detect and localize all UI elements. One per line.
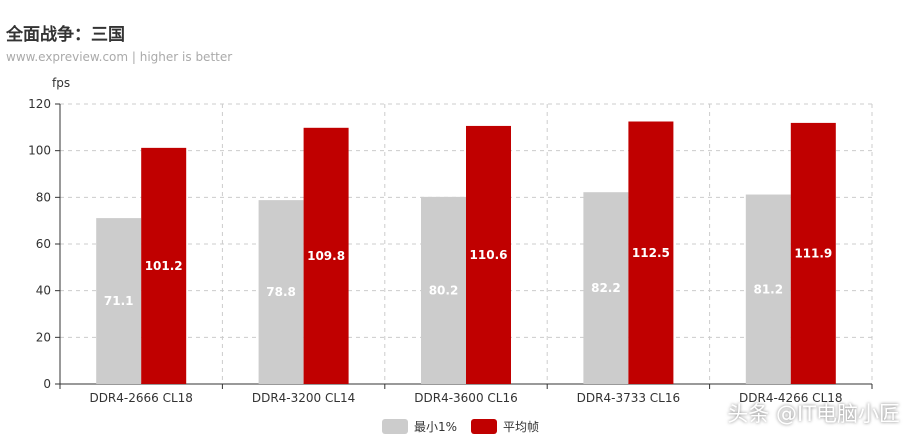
bar-min bbox=[421, 196, 466, 384]
data-label: 80.2 bbox=[429, 283, 459, 297]
legend-label-min: 最小1% bbox=[414, 420, 458, 434]
legend-swatch-min bbox=[382, 419, 408, 434]
data-label: 111.9 bbox=[794, 246, 832, 260]
x-tick-label: DDR4-3733 CL16 bbox=[577, 391, 680, 405]
bar-avg bbox=[303, 127, 349, 385]
bar-avg bbox=[466, 125, 511, 384]
data-label: 82.2 bbox=[591, 281, 621, 295]
data-label: 101.2 bbox=[145, 259, 183, 273]
watermark-text: 头条 @IT电脑小匠 bbox=[727, 402, 900, 426]
bar-avg bbox=[628, 121, 674, 384]
data-label: 112.5 bbox=[632, 246, 670, 260]
data-label: 109.8 bbox=[307, 249, 345, 263]
legend-swatch-avg bbox=[471, 419, 498, 434]
bar-min bbox=[258, 200, 304, 384]
bar-min bbox=[745, 194, 791, 384]
y-tick-label: 0 bbox=[43, 377, 51, 391]
y-tick-label: 120 bbox=[28, 97, 51, 111]
y-axis-label: fps bbox=[52, 76, 70, 90]
chart-subtitle: www.expreview.com | higher is better bbox=[6, 50, 233, 64]
legend-label-avg: 平均帧 bbox=[503, 420, 540, 434]
bar-min bbox=[96, 218, 142, 384]
y-tick-label: 20 bbox=[36, 330, 51, 344]
bar-avg bbox=[141, 147, 187, 384]
data-label: 110.6 bbox=[470, 248, 508, 262]
data-label: 78.8 bbox=[266, 285, 296, 299]
chart-title: 全面战争：三国 bbox=[6, 25, 125, 45]
x-tick-label: DDR4-3600 CL16 bbox=[414, 391, 517, 405]
y-tick-label: 80 bbox=[36, 190, 51, 204]
x-tick-label: DDR4-2666 CL18 bbox=[89, 391, 192, 405]
legend: 最小1% 平均帧 bbox=[382, 418, 553, 435]
bar-min bbox=[583, 192, 629, 384]
data-label: 71.1 bbox=[104, 294, 134, 308]
legend-item-avg[interactable]: 平均帧 bbox=[471, 418, 539, 435]
x-tick-label: DDR4-4266 CL18 bbox=[739, 391, 842, 405]
x-tick-label: DDR4-3200 CL14 bbox=[252, 391, 355, 405]
legend-item-min[interactable]: 最小1% bbox=[382, 418, 457, 435]
y-tick-label: 60 bbox=[36, 237, 51, 251]
data-label: 81.2 bbox=[753, 282, 783, 296]
y-tick-label: 100 bbox=[28, 144, 51, 158]
y-tick-label: 40 bbox=[36, 284, 51, 298]
bar-avg bbox=[790, 122, 836, 385]
